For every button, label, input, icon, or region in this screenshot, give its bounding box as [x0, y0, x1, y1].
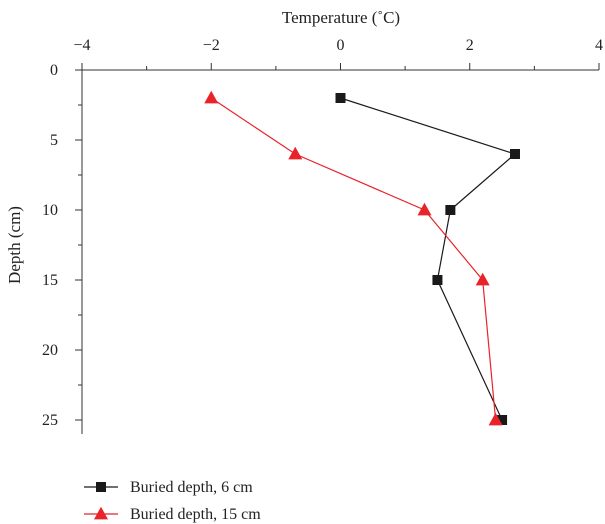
legend-item: Buried depth, 6 cm: [84, 479, 253, 496]
x-tick-label: −4: [73, 37, 90, 54]
series-line: [210, 97, 497, 421]
series-1: [335, 93, 520, 425]
legend: Buried depth, 6 cm Buried depth, 15 cm: [84, 479, 261, 523]
data-point: [497, 415, 508, 425]
y-axis-title: Depth (cm): [5, 206, 24, 284]
x-tick-label: 0: [337, 37, 345, 54]
legend-marker: [96, 482, 106, 492]
legend-label: Buried depth, 15 cm: [130, 506, 261, 523]
data-point: [475, 272, 490, 286]
series-line: [340, 97, 517, 421]
data-point: [288, 146, 303, 160]
x-tick-label: 4: [595, 37, 603, 54]
data-point: [432, 275, 443, 285]
legend-marker: [94, 506, 108, 520]
y-tick-label: 5: [50, 132, 58, 149]
axes: −4 −2 0 2 4 0 5 10 15 20 25: [42, 37, 603, 434]
x-tick-label: −2: [203, 37, 220, 54]
y-tick-label: 25: [42, 412, 58, 429]
series-layer: [204, 90, 520, 426]
y-tick-label: 0: [50, 62, 58, 79]
y-tick-label: 15: [42, 272, 58, 289]
data-point: [335, 93, 346, 103]
legend-item: Buried depth, 15 cm: [84, 506, 261, 523]
data-point: [417, 202, 432, 216]
x-axis-title: Temperature (˚C): [282, 8, 400, 27]
y-tick-label: 20: [42, 342, 58, 359]
x-tick-label: 2: [466, 37, 474, 54]
legend-label: Buried depth, 6 cm: [130, 479, 253, 496]
data-point: [488, 412, 503, 426]
y-tick-label: 10: [42, 202, 58, 219]
series-2: [204, 90, 503, 426]
data-point: [509, 149, 520, 159]
data-point: [445, 205, 456, 215]
data-point: [204, 90, 219, 104]
